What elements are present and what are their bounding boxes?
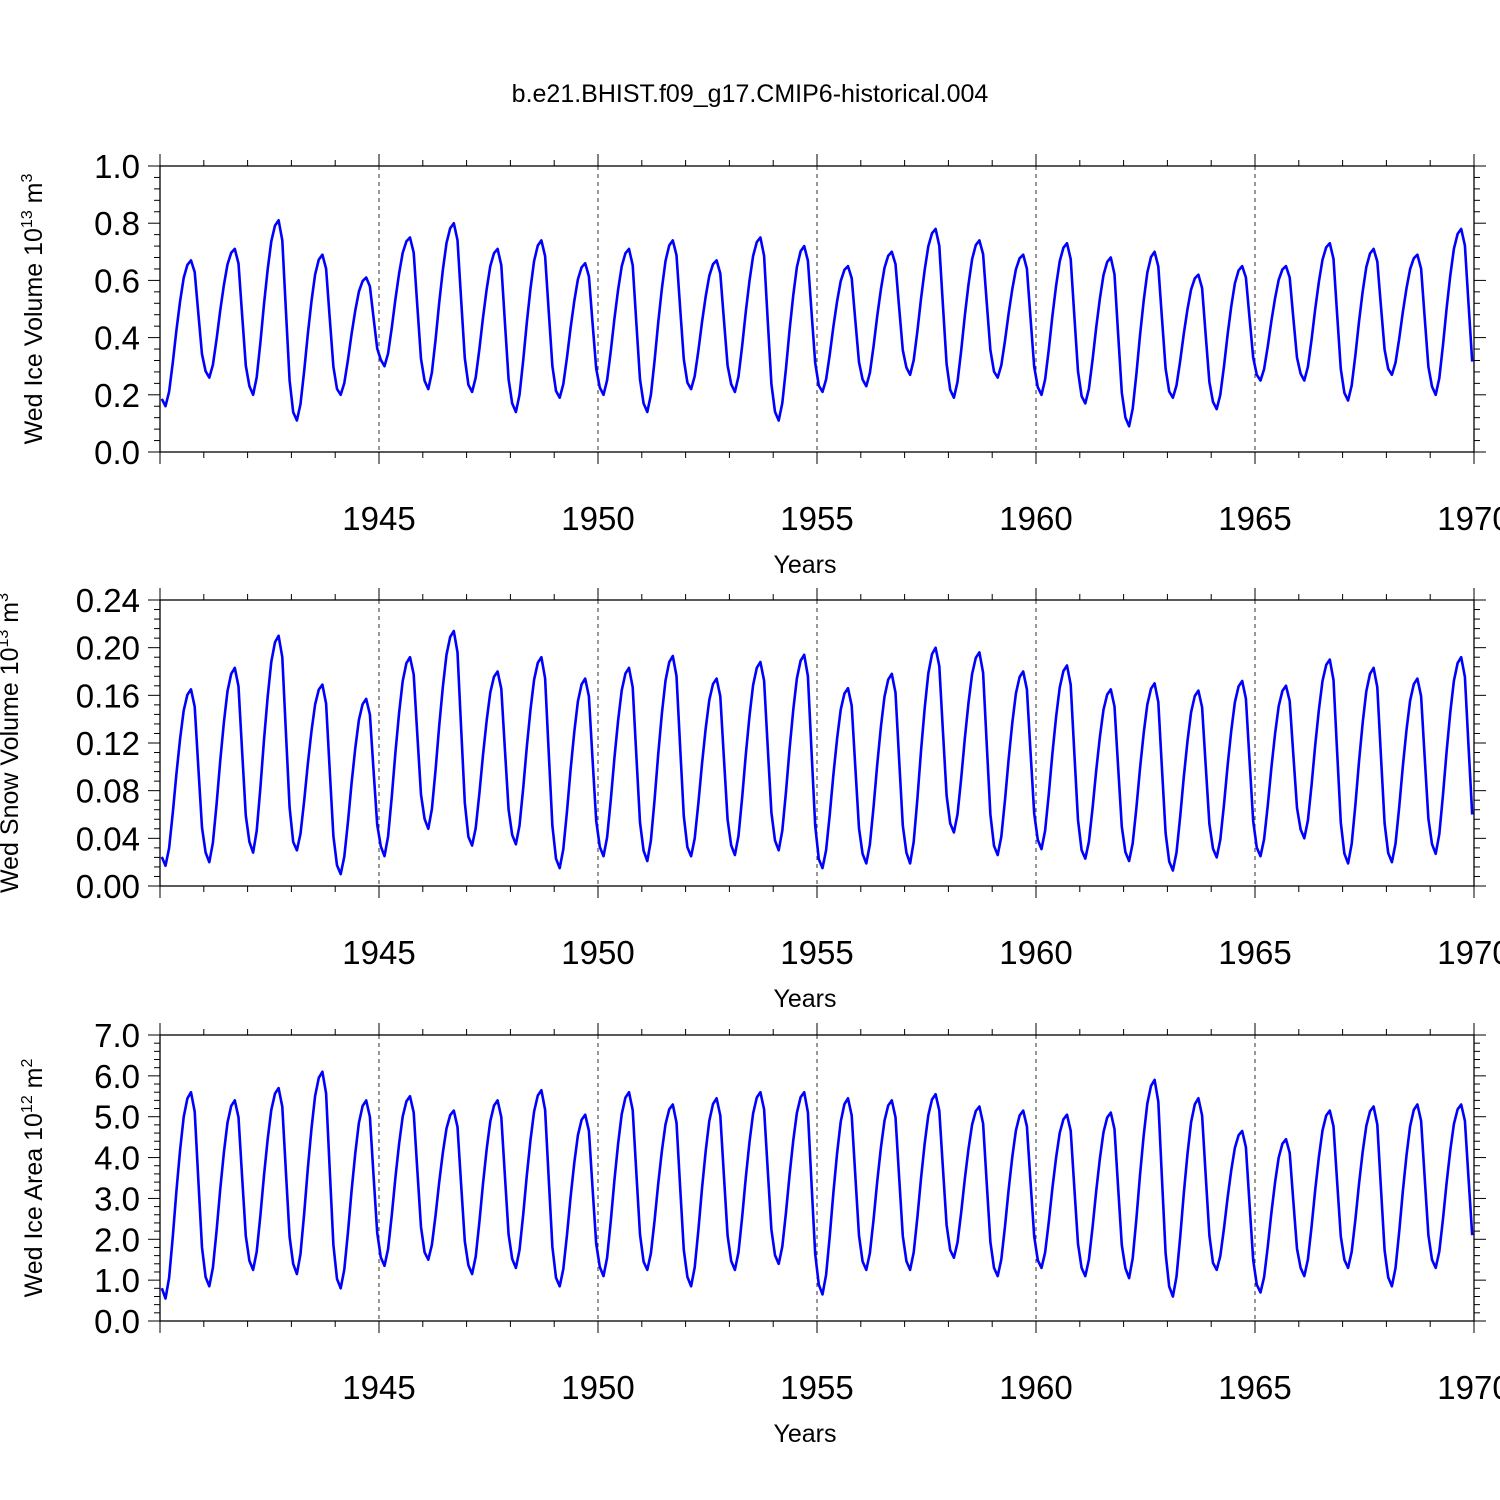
y-tick-label: 1.0 <box>94 148 140 185</box>
x-tick-label: 1960 <box>999 934 1072 971</box>
x-tick-label: 1945 <box>342 1369 415 1406</box>
xlabel: Years <box>773 985 836 1013</box>
y-tick-label: 0.24 <box>76 582 140 619</box>
y-tick-label: 4.0 <box>94 1140 140 1177</box>
x-tick-label: 1955 <box>780 1369 853 1406</box>
panel-ice-volume: Wed Ice Volume 1013 m3 Years 1945 1950 195… <box>19 148 1500 579</box>
x-tick-label: 1945 <box>342 500 415 537</box>
x-tick-label: 1955 <box>780 934 853 971</box>
panel-snow-volume: Wed Snow Volume 1013 m3 Years 1945 1950 19… <box>0 582 1500 1013</box>
series-line <box>160 629 1474 876</box>
panel-ice-area: Wed Ice Area 1012 m2 Years 1945 1950 1955 1… <box>19 1017 1500 1448</box>
y-tick-label: 0.8 <box>94 205 140 242</box>
y-tick-label: 0.2 <box>94 377 140 414</box>
ylabel: Wed Ice Area 1012 m2 <box>19 1058 48 1297</box>
series-line <box>160 219 1474 428</box>
y-tick-label: 2.0 <box>94 1221 140 1258</box>
y-tick-label: 0.16 <box>76 677 140 714</box>
y-tick-label: 0.00 <box>76 868 140 905</box>
x-tick-label: 1960 <box>999 1369 1072 1406</box>
x-tick-label: 1950 <box>561 934 634 971</box>
y-tick-label: 0.04 <box>76 820 140 857</box>
xlabel: Years <box>773 1420 836 1448</box>
y-tick-label: 3.0 <box>94 1180 140 1217</box>
xlabel: Years <box>773 551 836 579</box>
y-tick-label: 0.0 <box>94 434 140 471</box>
x-tick-label: 1955 <box>780 500 853 537</box>
ylabel: Wed Snow Volume 1013 m3 <box>0 593 24 893</box>
x-tick-label: 1950 <box>561 500 634 537</box>
y-tick-label: 7.0 <box>94 1017 140 1054</box>
y-tick-label: 0.0 <box>94 1303 140 1340</box>
x-tick-label: 1945 <box>342 934 415 971</box>
y-tick-label: 5.0 <box>94 1099 140 1136</box>
figure-title: b.e21.BHIST.f09_g17.CMIP6-historical.004 <box>512 80 989 108</box>
y-tick-label: 1.0 <box>94 1262 140 1299</box>
x-tick-label: 1965 <box>1218 934 1291 971</box>
x-tick-label: 1960 <box>999 500 1072 537</box>
y-tick-label: 0.12 <box>76 725 140 762</box>
ylabel: Wed Ice Volume 1013 m3 <box>19 173 48 444</box>
x-tick-label: 1965 <box>1218 1369 1291 1406</box>
x-tick-label: 1965 <box>1218 500 1291 537</box>
series-line <box>160 1070 1474 1300</box>
y-tick-label: 6.0 <box>94 1058 140 1095</box>
x-tick-label: 1950 <box>561 1369 634 1406</box>
y-tick-label: 0.4 <box>94 320 140 357</box>
y-tick-label: 0.6 <box>94 262 140 299</box>
y-tick-label: 0.20 <box>76 630 140 667</box>
y-tick-label: 0.08 <box>76 773 140 810</box>
